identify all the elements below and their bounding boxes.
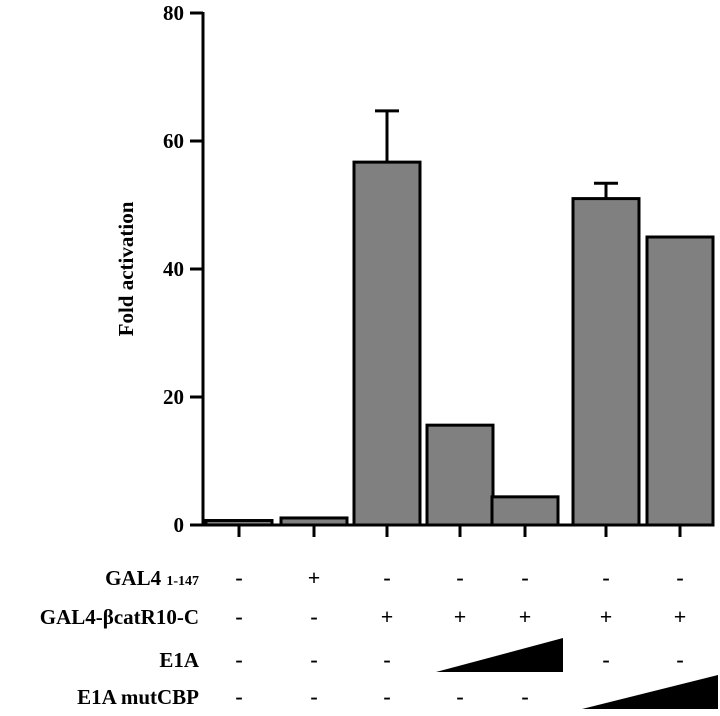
dose-ramp-wedge	[436, 638, 563, 672]
y-tick-label: 40	[163, 257, 184, 281]
condition-sign: +	[381, 604, 394, 629]
y-tick-label: 80	[163, 1, 184, 25]
bars-group	[204, 109, 715, 527]
condition-sign: -	[521, 565, 528, 590]
condition-sign: -	[235, 684, 242, 709]
y-tick-label: 60	[163, 129, 184, 153]
condition-sign: -	[235, 647, 242, 672]
bar	[571, 197, 641, 527]
condition-sign: -	[602, 565, 609, 590]
condition-sign: -	[383, 684, 390, 709]
condition-sign: +	[674, 604, 687, 629]
bar	[490, 495, 560, 527]
condition-sign: +	[454, 604, 467, 629]
y-axis-label: Fold activation	[114, 201, 138, 336]
condition-sign: -	[676, 565, 683, 590]
condition-sign: -	[521, 684, 528, 709]
condition-label: E1A mutCBP	[77, 685, 199, 709]
condition-sign: -	[676, 647, 683, 672]
axes-group: 0 20 40 60 80 Fold activation	[114, 1, 712, 537]
condition-sign: -	[235, 604, 242, 629]
condition-label-main: GAL4	[105, 566, 166, 590]
condition-label-sub: 1-147	[166, 574, 199, 589]
condition-sign: -	[310, 684, 317, 709]
condition-sign: -	[456, 565, 463, 590]
bar	[279, 516, 349, 527]
bar	[204, 519, 274, 527]
bar	[645, 235, 715, 527]
condition-label: GAL4-βcatR10-C	[40, 605, 199, 629]
conditions-group: GAL4 1-147 - + - - - - - GAL4-βcatR10-C - - + + + + + E1…	[40, 565, 718, 709]
condition-label: GAL4 1-147	[105, 566, 199, 590]
condition-sign: -	[235, 565, 242, 590]
condition-sign: +	[600, 604, 613, 629]
bar	[352, 160, 422, 527]
condition-sign: +	[519, 604, 532, 629]
condition-sign: +	[308, 565, 321, 590]
y-tick-label: 20	[163, 385, 184, 409]
condition-label: E1A	[159, 648, 200, 672]
y-tick-label: 0	[174, 513, 185, 537]
condition-sign: -	[456, 684, 463, 709]
dose-ramp-wedge	[582, 675, 718, 709]
condition-sign: -	[310, 604, 317, 629]
condition-sign: -	[310, 647, 317, 672]
bar	[425, 423, 495, 527]
condition-sign: -	[383, 647, 390, 672]
condition-sign: -	[383, 565, 390, 590]
condition-sign: -	[602, 647, 609, 672]
